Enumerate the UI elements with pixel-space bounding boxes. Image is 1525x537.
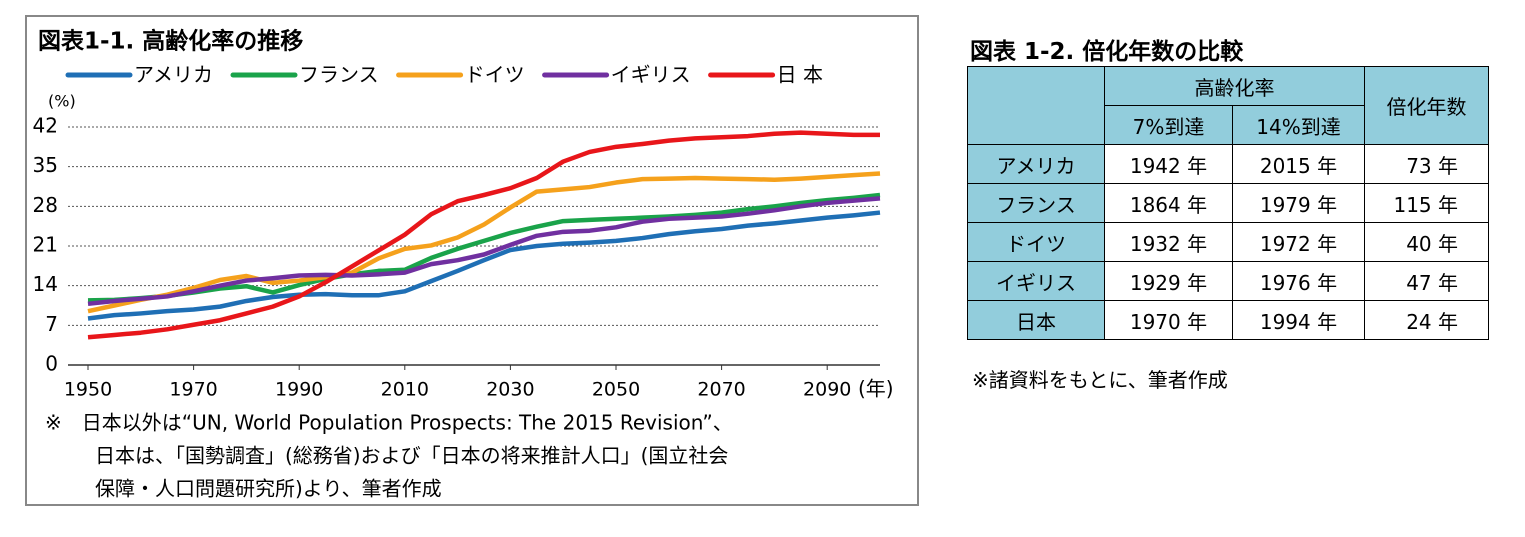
y-tick-label: 7 (45, 312, 58, 336)
legend-label: アメリカ (134, 63, 213, 87)
value-cell: 1972 年 (1232, 222, 1365, 262)
legend-label: フランス (299, 63, 379, 87)
y-tick-label: 14 (33, 272, 58, 296)
value-cell: 47 年 (1364, 261, 1489, 301)
x-tick-label: 1950 (64, 379, 112, 401)
series-line (87, 130, 880, 340)
value-cell: 1979 年 (1232, 183, 1365, 223)
value-cell: 115 年 (1364, 183, 1489, 223)
x-tick-label: 2030 (486, 379, 534, 401)
x-tick-label: 2070 (697, 379, 745, 401)
value-cell: 1994 年 (1232, 300, 1365, 340)
row-header: イギリス (967, 261, 1105, 301)
x-tick-label: 1990 (275, 379, 323, 401)
y-tick-label: 21 (33, 233, 58, 257)
series-line (87, 192, 881, 303)
value-cell: 1929 年 (1104, 261, 1233, 301)
table-title: 図表 1-2. 倍化年数の比較 (970, 39, 1244, 65)
value-cell: 1864 年 (1104, 183, 1233, 223)
chart-note: 日本は、「国勢調査」(総務省)および「日本の将来推計人口」(国立社会 (95, 444, 728, 468)
y-tick-label: 28 (33, 193, 58, 217)
legend-label: 日 本 (777, 63, 823, 87)
series-line (87, 171, 881, 314)
chart: 図表1-1. 高齢化率の推移 (%) (年) 0 7 14 21 28 35 42 1950 1… (25, 15, 919, 506)
row-header: アメリカ (967, 144, 1105, 184)
table: 高齢化率 倍化年数 7%到達 14%到達 アメリカ 1942 年 2015 年 73 … (967, 66, 1489, 340)
row-header: フランス (967, 183, 1105, 223)
series-line (87, 210, 881, 321)
value-cell: 2015 年 (1232, 144, 1365, 184)
x-tick-label: 1970 (169, 379, 217, 401)
value-cell: 40 年 (1364, 222, 1489, 262)
chart-title: 図表1-1. 高齢化率の推移 (38, 28, 303, 55)
header-cell: 7%到達 (1104, 105, 1233, 145)
header-cell: 14%到達 (1232, 105, 1365, 145)
y-tick-label: 0 (45, 352, 58, 376)
value-cell: 1932 年 (1104, 222, 1233, 262)
value-cell: 24 年 (1364, 300, 1489, 340)
x-tick-label: 2050 (592, 379, 640, 401)
x-tick-label: 2090 (803, 379, 851, 401)
row-header: 日本 (967, 300, 1105, 340)
legend-label: ドイツ (465, 63, 525, 87)
header-cell: 高齢化率 (1104, 66, 1365, 106)
table-note: ※諸資料をもとに、筆者作成 (972, 368, 1228, 392)
legend-label: イギリス (611, 63, 691, 87)
y-axis-label: (%) (48, 92, 76, 111)
value-cell: 73 年 (1364, 144, 1489, 184)
value-cell: 1970 年 (1104, 300, 1233, 340)
x-axis-label: (年) (858, 377, 894, 401)
x-tick-label: 2010 (381, 379, 429, 401)
chart-note: ※ 日本以外は“UN, World Population Prospects: … (45, 411, 733, 435)
series-line (87, 196, 881, 307)
row-header: ドイツ (967, 222, 1105, 262)
corner-cell (967, 66, 1105, 145)
y-tick-label: 35 (33, 153, 58, 177)
chart-frame (25, 15, 919, 506)
header-cell: 倍化年数 (1364, 66, 1489, 145)
value-cell: 1976 年 (1232, 261, 1365, 301)
value-cell: 1942 年 (1104, 144, 1233, 184)
chart-note: 保障・人口問題研究所)より、筆者作成 (95, 477, 442, 501)
y-tick-label: 42 (33, 114, 58, 138)
